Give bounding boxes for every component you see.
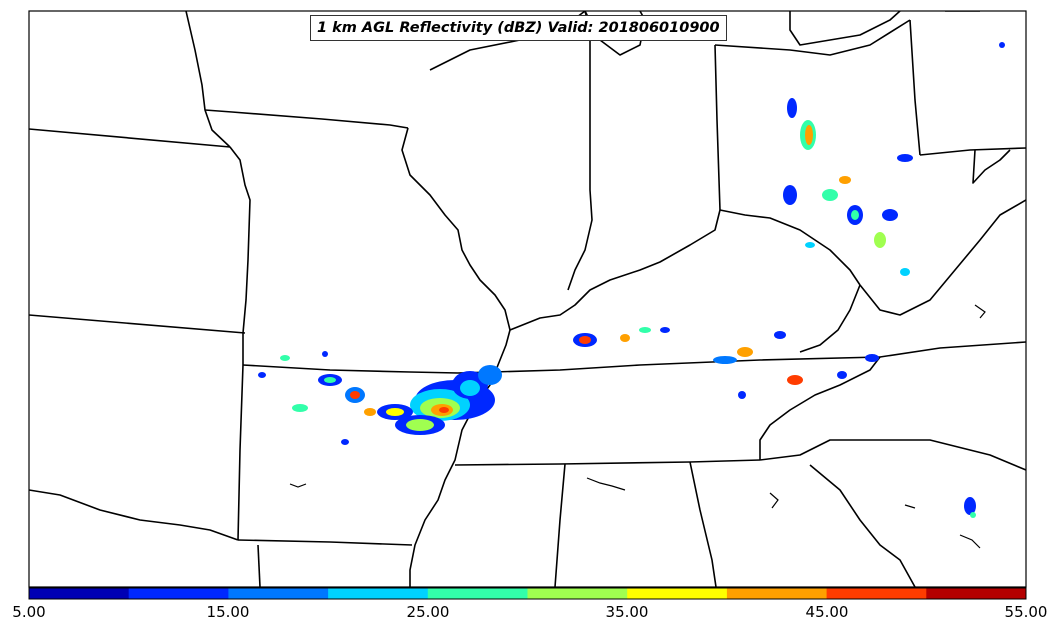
colorbar-label: 15.00 [206,603,250,621]
coastal-details [289,304,986,549]
reflectivity-echoes [258,42,1005,518]
colorbar-segment [627,588,728,599]
colorbar-segment [527,588,628,599]
colorbar-segment [427,588,528,599]
map-frame [28,10,1027,588]
colorbar-segment [826,588,927,599]
colorbar-segment [926,588,1027,599]
colorbar-segment [29,588,130,599]
colorbar-label: 45.00 [805,603,849,621]
colorbar-label: 25.00 [406,603,450,621]
colorbar-label: 55.00 [1004,603,1048,621]
map-title: 1 km AGL Reflectivity (dBZ) Valid: 20180… [310,15,727,41]
colorbar [29,588,1027,599]
colorbar-frame [28,587,1027,600]
colorbar-label: 5.00 [12,603,46,621]
state-boundaries [29,11,1026,587]
colorbar-segment [726,588,828,599]
colorbar-segment [128,588,229,599]
colorbar-segment [228,588,329,599]
colorbar-label: 35.00 [605,603,649,621]
colorbar-segment [328,588,429,599]
